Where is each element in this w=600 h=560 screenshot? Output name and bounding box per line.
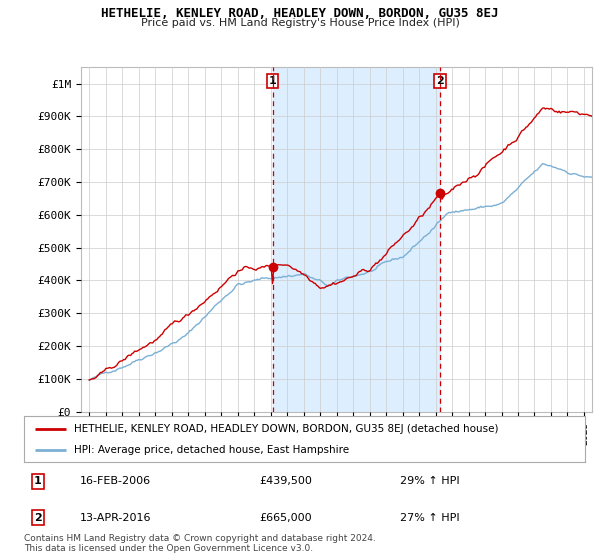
Text: £439,500: £439,500 <box>260 477 313 487</box>
Text: 29% ↑ HPI: 29% ↑ HPI <box>400 477 460 487</box>
Text: HETHELIE, KENLEY ROAD, HEADLEY DOWN, BORDON, GU35 8EJ: HETHELIE, KENLEY ROAD, HEADLEY DOWN, BOR… <box>101 7 499 20</box>
Text: 16-FEB-2006: 16-FEB-2006 <box>80 477 151 487</box>
Text: 1: 1 <box>269 76 277 86</box>
Text: HETHELIE, KENLEY ROAD, HEADLEY DOWN, BORDON, GU35 8EJ (detached house): HETHELIE, KENLEY ROAD, HEADLEY DOWN, BOR… <box>74 424 499 434</box>
Text: 2: 2 <box>34 513 42 522</box>
Text: 2: 2 <box>436 76 444 86</box>
Bar <box>272 67 440 412</box>
Text: £665,000: £665,000 <box>260 513 312 522</box>
Text: 27% ↑ HPI: 27% ↑ HPI <box>400 513 460 522</box>
Text: HPI: Average price, detached house, East Hampshire: HPI: Average price, detached house, East… <box>74 445 350 455</box>
Text: 1: 1 <box>34 477 42 487</box>
Text: Price paid vs. HM Land Registry's House Price Index (HPI): Price paid vs. HM Land Registry's House … <box>140 18 460 28</box>
Text: 13-APR-2016: 13-APR-2016 <box>80 513 152 522</box>
Text: Contains HM Land Registry data © Crown copyright and database right 2024.
This d: Contains HM Land Registry data © Crown c… <box>24 534 376 553</box>
